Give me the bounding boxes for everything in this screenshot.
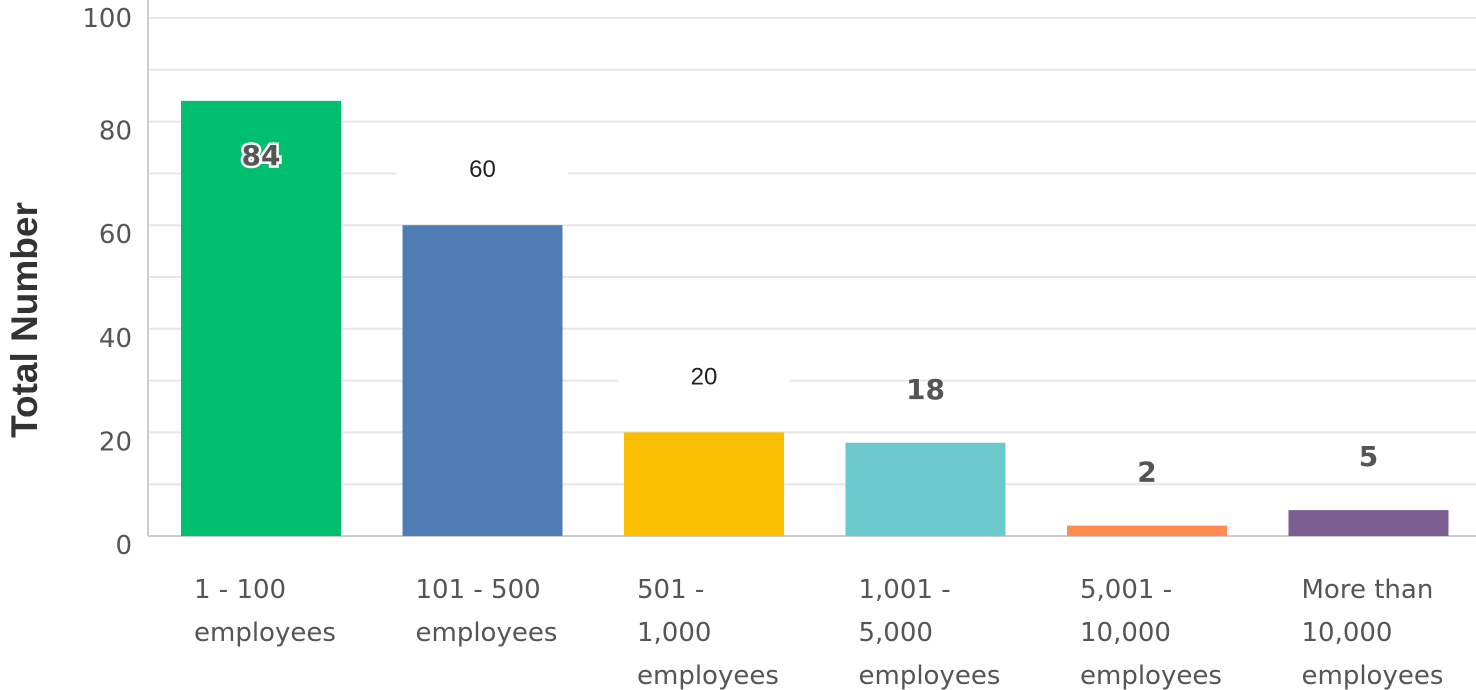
category-label: 1 - 100 employees	[194, 575, 336, 648]
data-label: 18	[906, 373, 945, 406]
bar	[624, 432, 784, 536]
bar	[1288, 510, 1449, 536]
y-tick-labels: 0 20 40 60 80 100	[82, 4, 132, 561]
category-labels: 1 - 100 employees 101 - 500 employees 501 -1…	[194, 575, 1443, 690]
data-label: 84	[242, 139, 281, 172]
gridlines	[148, 17, 1476, 486]
y-tick-label: 100	[82, 4, 132, 34]
data-label: 20	[691, 363, 718, 390]
data-label-background	[396, 151, 569, 192]
bar	[402, 225, 563, 536]
data-label: 2	[1137, 456, 1156, 489]
data-label: 5	[1359, 440, 1378, 473]
data-label-background	[618, 358, 790, 399]
y-tick-label: 0	[115, 531, 132, 561]
y-tick-label: 60	[99, 220, 132, 250]
category-label: 1,001 -5,000 employees	[859, 575, 1001, 690]
value-labels: 84 60 20 18 2 5	[239, 136, 1378, 489]
bars	[181, 100, 1449, 536]
category-label: More than 10,000 employees	[1302, 575, 1444, 690]
category-label: 501 -1,000 employees	[637, 575, 779, 690]
y-tick-label: 80	[99, 117, 132, 147]
bar	[1067, 525, 1227, 536]
bar	[845, 442, 1006, 536]
bar	[181, 100, 341, 536]
y-axis-title: Total Number	[4, 202, 45, 438]
y-tick-label: 40	[99, 324, 132, 354]
axes	[147, 0, 1476, 537]
data-label: 60	[469, 156, 496, 183]
category-label: 5,001 -10,000 employees	[1080, 575, 1222, 690]
category-label: 101 - 500 employees	[416, 575, 558, 648]
y-tick-label: 20	[99, 427, 132, 457]
